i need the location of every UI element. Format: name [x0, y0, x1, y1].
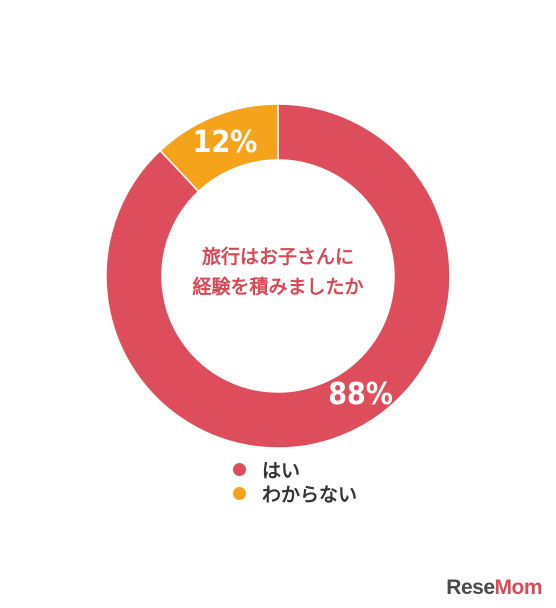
donut-slice-0: [105, 103, 451, 449]
slice-value-label-1: 12%: [193, 125, 258, 160]
center-title-line-2: 経験を積みましたか: [192, 275, 363, 298]
donut-slice-1: [159, 103, 279, 193]
donut-slices: [105, 103, 451, 449]
legend-label-yes: はい: [262, 459, 301, 482]
resemom-logo: ReseMom: [446, 576, 542, 599]
legend-swatch-yes: [233, 462, 246, 476]
slice-value-label-0: 88%: [328, 377, 393, 412]
legend-label-unknown: わからない: [262, 483, 358, 506]
legend-item-unknown: わからない: [233, 481, 358, 506]
center-title-line-1: 旅行はお子さんに: [202, 245, 354, 268]
chart-legend: はい わからない: [233, 457, 358, 506]
legend-item-yes: はい: [233, 457, 357, 482]
legend-swatch-unknown: [233, 486, 246, 500]
slice-labels: 88% 12%: [193, 125, 393, 412]
